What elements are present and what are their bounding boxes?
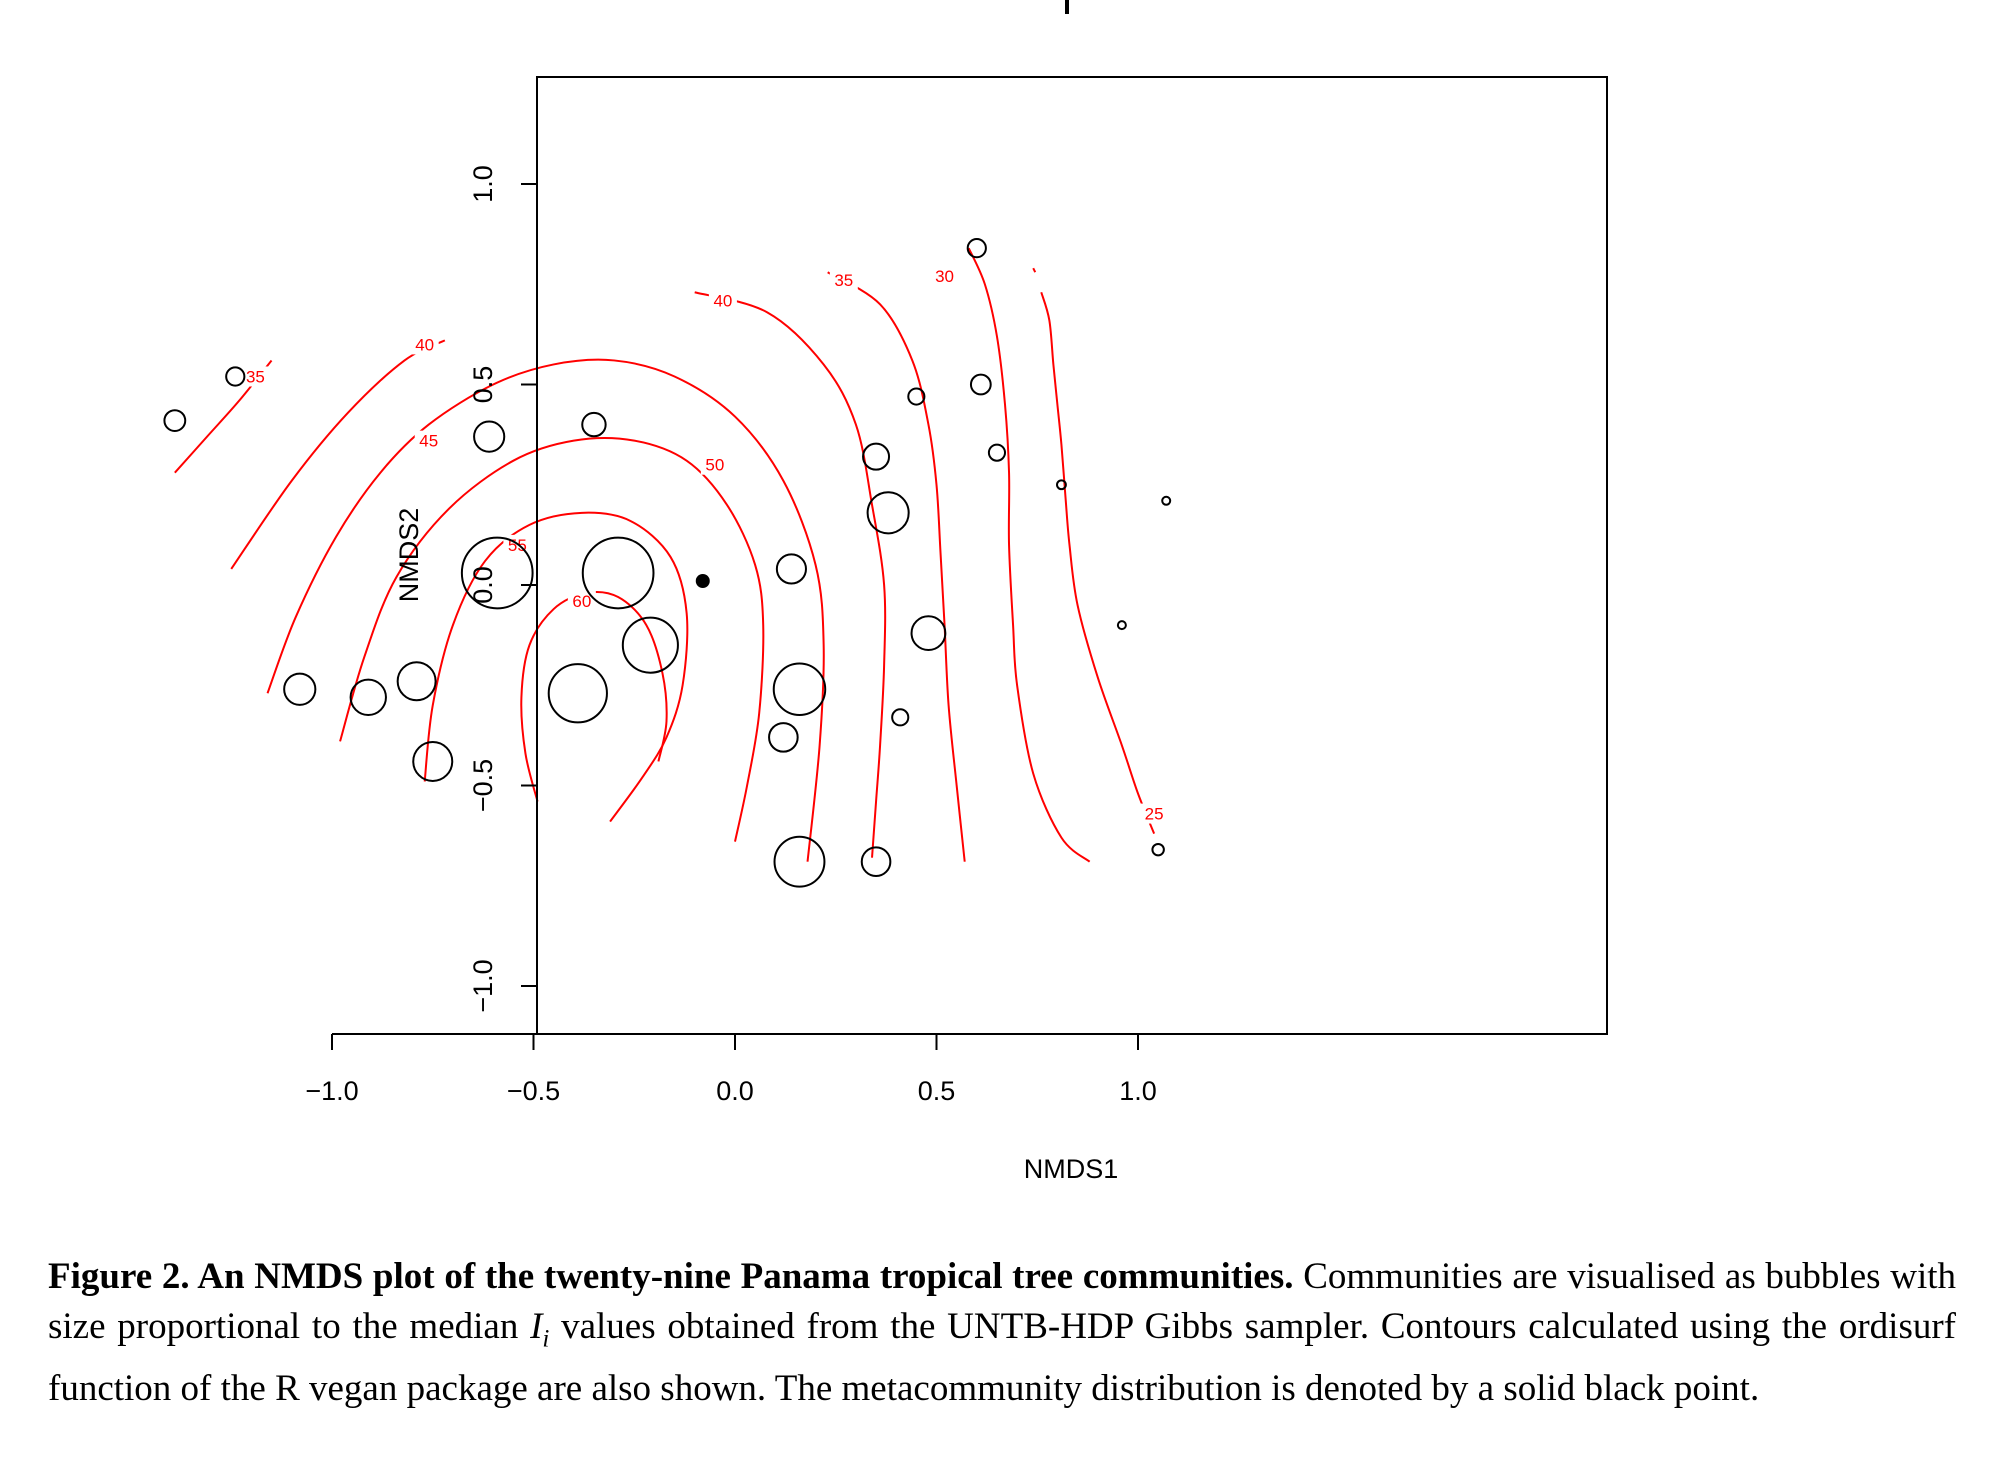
- figure-top-mark: [1065, 0, 1069, 14]
- community-bubble: [460, 536, 534, 610]
- community-bubble: [969, 373, 992, 396]
- contour-line-40: [230, 339, 446, 570]
- community-bubbles: [163, 238, 1172, 888]
- community-bubble: [581, 536, 655, 610]
- contour-label-40: 40: [713, 291, 732, 310]
- metacommunity-point: [695, 573, 710, 588]
- community-bubble: [768, 722, 799, 753]
- y-tick-label: 0.0: [468, 566, 498, 604]
- caption-math-subscript: i: [542, 1325, 550, 1353]
- contour-label-40: 40: [415, 335, 434, 354]
- contour-label-50: 50: [705, 456, 724, 475]
- contour-line-30: [967, 247, 1091, 863]
- community-bubble: [547, 663, 608, 724]
- community-bubble: [163, 409, 187, 432]
- community-bubble: [1056, 479, 1067, 491]
- caption-title: Figure 2. An NMDS plot of the twenty-nin…: [48, 1256, 1294, 1297]
- x-tick-label: 1.0: [1119, 1076, 1157, 1106]
- x-axis-label: NMDS1: [1024, 1154, 1119, 1184]
- y-axis: −1.0 −0.5 0.0 0.5 1.0: [468, 165, 538, 1013]
- contour-label-25: 25: [1145, 805, 1164, 824]
- contour-label-55: 55: [508, 536, 527, 555]
- community-bubble: [866, 491, 910, 535]
- nmds-plot-svg: 25 30 35 35 40 40 45 50 55 60 −1.0 −0.5 0.0 0.5 1.0 −…: [163, 76, 1608, 1184]
- contour-line-60: [520, 590, 668, 802]
- community-bubble: [396, 661, 437, 702]
- community-bubble: [987, 443, 1007, 462]
- contour-label-bg: [1140, 803, 1169, 824]
- x-tick-label: −0.5: [507, 1076, 560, 1106]
- contour-label-35: 35: [834, 271, 853, 290]
- community-bubble: [581, 411, 607, 438]
- community-bubble: [862, 442, 891, 471]
- y-tick-label: −0.5: [468, 759, 498, 812]
- contour-label-bg: [700, 454, 729, 475]
- community-bubble: [1151, 842, 1165, 857]
- y-tick-label: 0.5: [468, 366, 498, 404]
- community-bubble: [891, 708, 910, 727]
- x-tick-label: 0.5: [918, 1076, 956, 1106]
- contour-label-bg: [410, 334, 439, 355]
- contour-label-bg: [829, 270, 858, 291]
- community-bubble: [910, 615, 947, 652]
- plot-frame: [536, 76, 1608, 1035]
- contour-label-bg: [241, 366, 270, 387]
- x-tick-label: 0.0: [716, 1076, 754, 1106]
- contour-label-30: 30: [935, 267, 954, 286]
- y-tick-label: 1.0: [468, 165, 498, 203]
- contour-label-60: 60: [572, 592, 591, 611]
- contour-label-45: 45: [419, 432, 438, 451]
- contour-line-25: [1040, 291, 1156, 834]
- community-bubble: [283, 672, 317, 706]
- community-bubble: [412, 740, 454, 782]
- contour-line-25: [1032, 267, 1037, 273]
- x-tick-label: −1.0: [305, 1076, 358, 1106]
- community-bubble: [225, 366, 246, 387]
- nmds-chart: 25 30 35 35 40 40 45 50 55 60 −1.0 −0.5 0.0 0.5 1.0 −…: [163, 76, 1608, 1184]
- community-bubble: [773, 835, 826, 888]
- community-bubble: [775, 553, 807, 585]
- community-bubble: [860, 846, 892, 877]
- contour-label-bg: [708, 290, 737, 311]
- contour-line-50: [339, 437, 765, 842]
- community-bubble: [621, 616, 679, 674]
- contour-label-bg: [414, 430, 443, 451]
- contour-label-bg: [930, 266, 959, 287]
- figure-caption: Figure 2. An NMDS plot of the twenty-nin…: [48, 1252, 1956, 1414]
- caption-body-start: Communities are visualised as bubbles wi…: [48, 1256, 1957, 1347]
- caption-body-end: values obtained from the UNTB-HDP Gibbs …: [48, 1306, 1956, 1410]
- contour-line-40: [694, 291, 887, 858]
- caption-math-symbol: I: [530, 1306, 543, 1347]
- community-bubble: [907, 387, 926, 406]
- y-axis-label: NMDS2: [394, 508, 424, 603]
- x-axis: −1.0 −0.5 0.0 0.5 1.0: [305, 1033, 1157, 1106]
- community-bubble: [473, 420, 506, 453]
- contour-label-35: 35: [246, 367, 265, 386]
- contour-line-55: [423, 511, 689, 823]
- community-bubble: [966, 238, 987, 259]
- contour-label-bg: [567, 591, 596, 612]
- y-tick-label: −1.0: [468, 959, 498, 1012]
- community-bubble: [772, 662, 827, 717]
- community-bubble: [1116, 620, 1127, 631]
- contour-line-45: [266, 358, 825, 862]
- contour-line-35: [827, 271, 966, 862]
- contour-layer: 25 30 35 35 40 40 45 50 55 60: [174, 247, 1169, 863]
- community-bubble: [1161, 495, 1172, 506]
- community-bubble: [349, 678, 387, 716]
